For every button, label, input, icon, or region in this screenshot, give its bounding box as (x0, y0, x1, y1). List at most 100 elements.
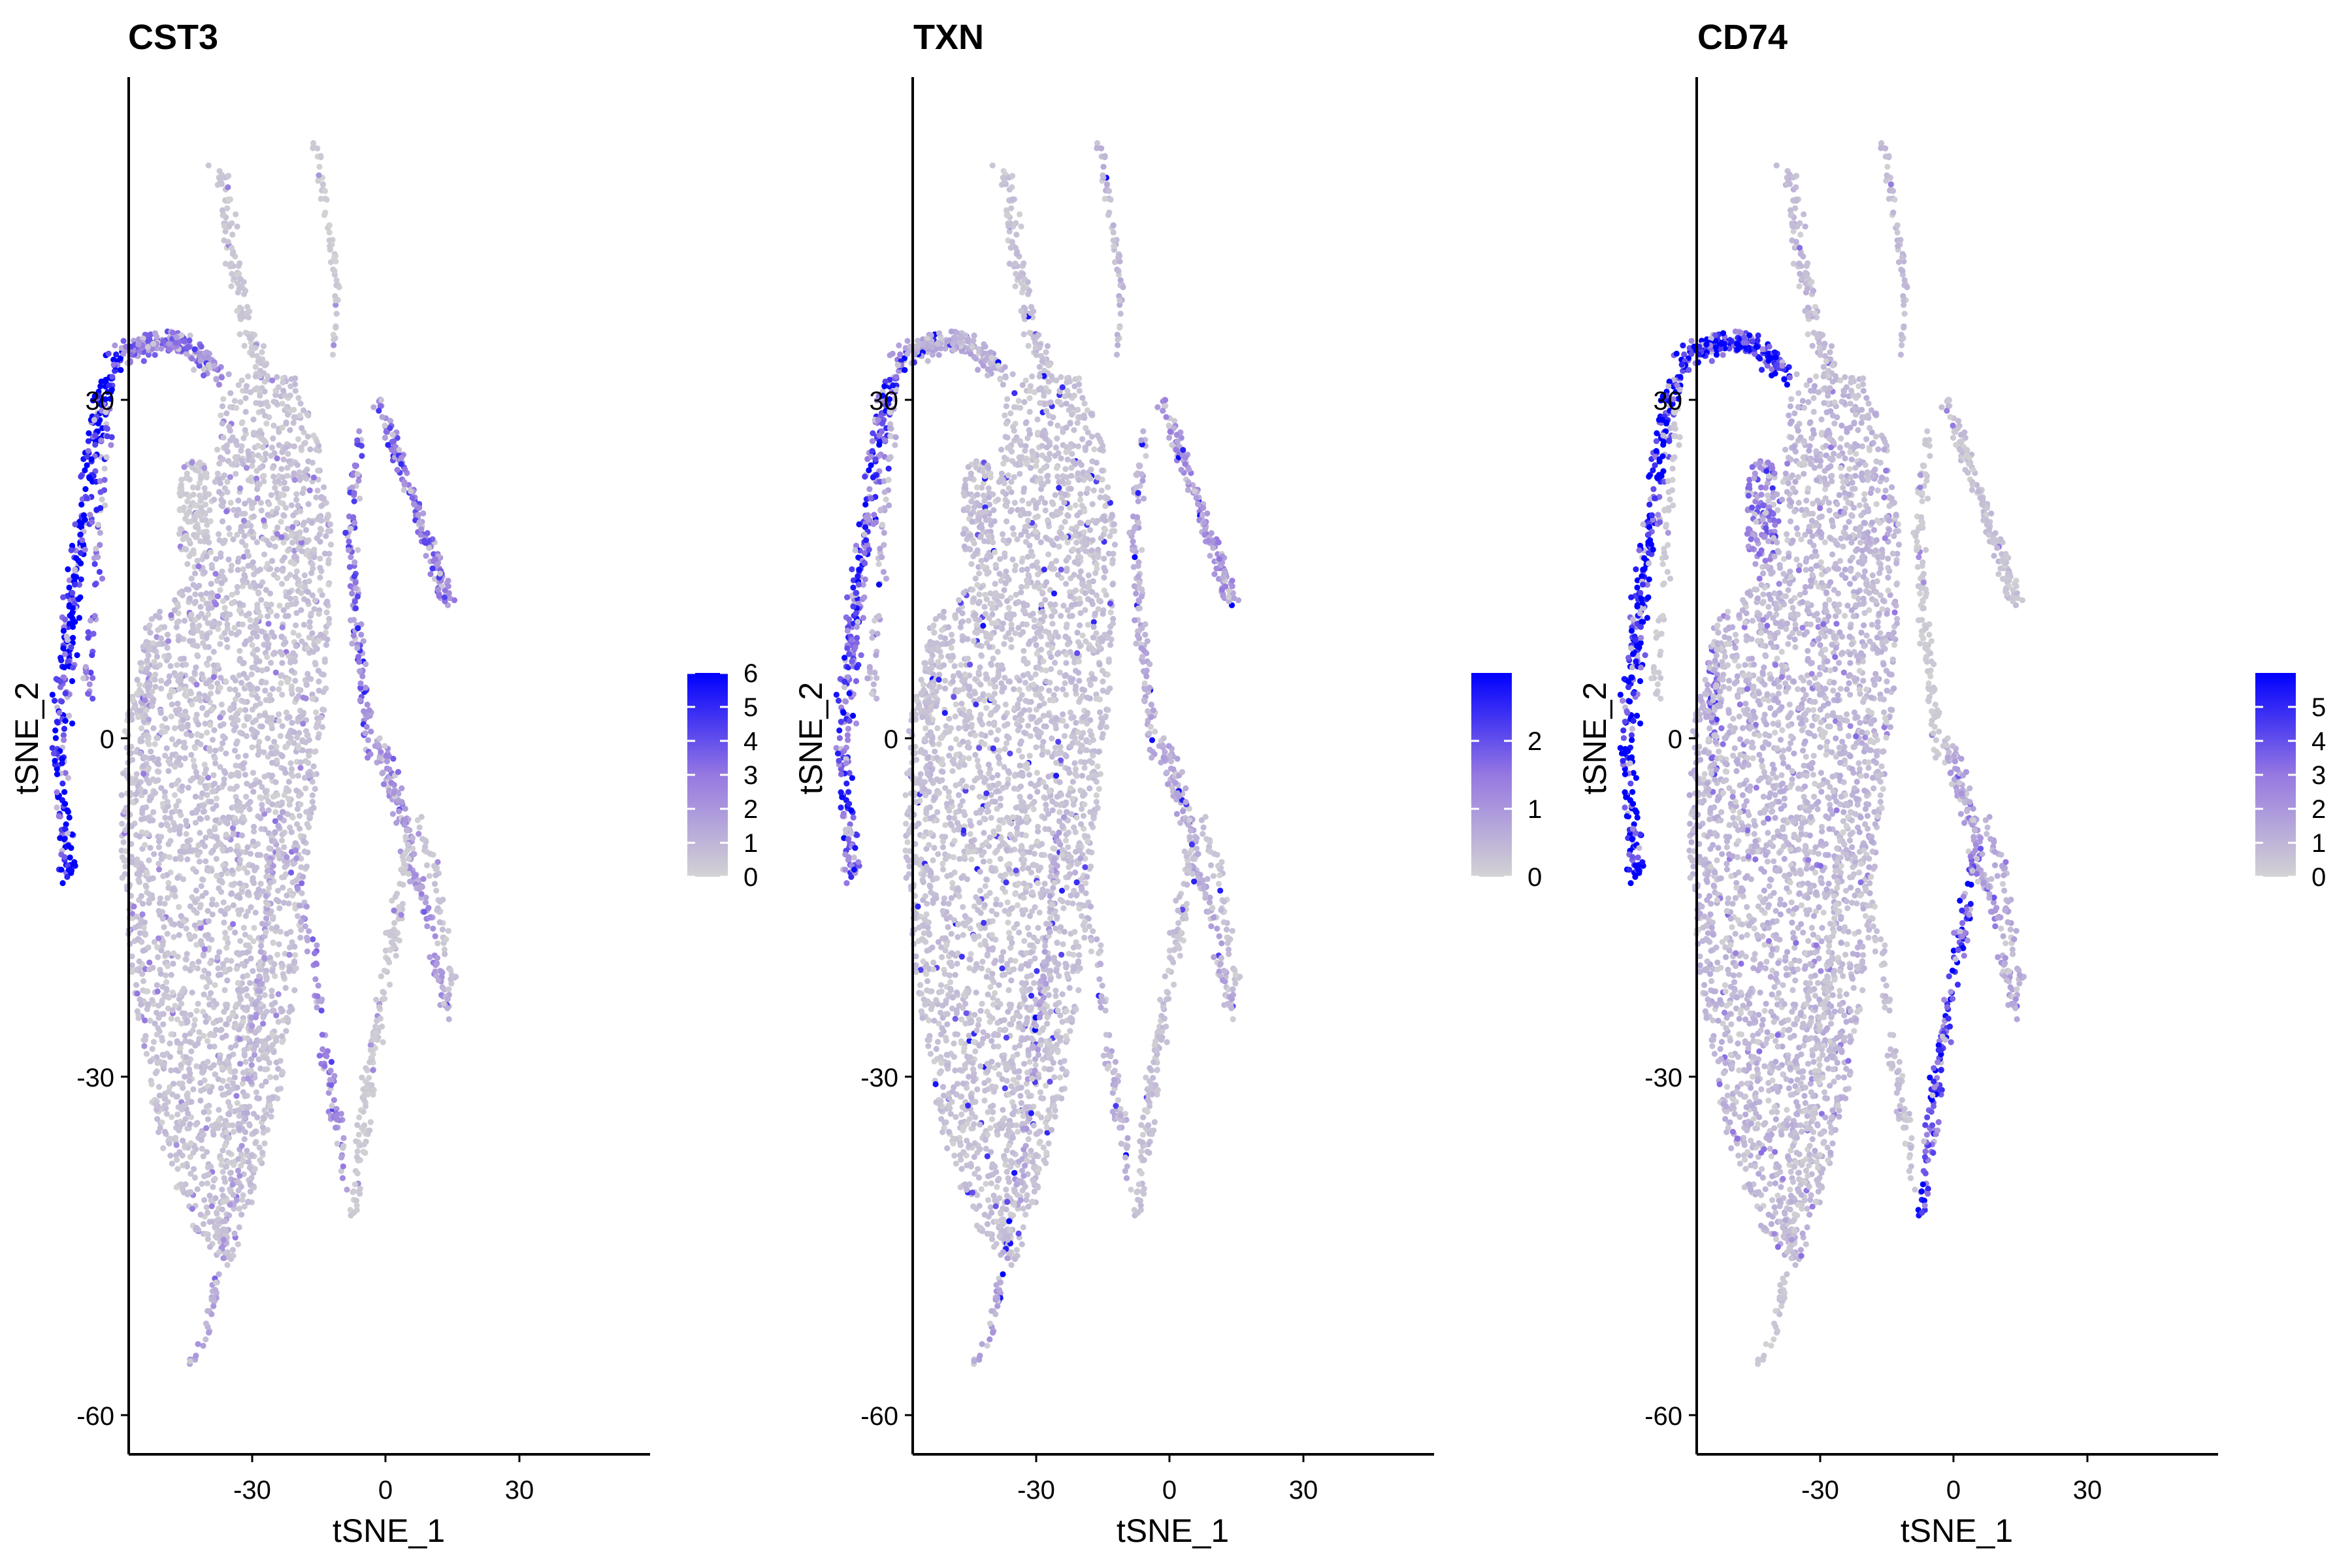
data-point (193, 1224, 200, 1231)
data-point (120, 351, 127, 357)
data-point (311, 749, 318, 755)
data-point (200, 675, 206, 681)
data-point (262, 788, 269, 794)
data-point (416, 504, 423, 512)
data-point (168, 1015, 174, 1022)
data-point (229, 1122, 236, 1128)
data-point (836, 735, 843, 742)
data-point (319, 181, 326, 188)
data-point (256, 779, 263, 785)
data-point (148, 616, 155, 623)
data-point (140, 924, 147, 931)
data-point (195, 806, 201, 813)
data-point (167, 662, 174, 670)
data-point (210, 772, 217, 779)
data-point (229, 270, 235, 277)
data-point (188, 1171, 194, 1177)
data-point (238, 808, 244, 814)
data-point (182, 1073, 188, 1080)
data-point (398, 461, 404, 467)
data-point (198, 883, 204, 889)
data-point (206, 539, 212, 546)
data-point (291, 658, 298, 665)
data-point (175, 1104, 182, 1111)
data-point (238, 907, 244, 913)
data-point (69, 831, 75, 838)
data-point (203, 785, 210, 792)
data-point (295, 913, 301, 919)
data-point (268, 721, 274, 728)
data-point (290, 650, 297, 657)
data-point (178, 1021, 185, 1027)
data-point (183, 925, 189, 932)
data-point (445, 583, 451, 590)
data-point (185, 519, 191, 525)
data-point (171, 792, 178, 798)
data-point (150, 340, 157, 347)
data-point (200, 1008, 206, 1015)
data-point (382, 743, 388, 749)
data-point (384, 956, 391, 962)
data-point (180, 655, 188, 662)
data-point (214, 446, 221, 453)
data-point (357, 697, 363, 704)
data-point (261, 712, 268, 719)
data-point (161, 1128, 168, 1135)
data-point (295, 772, 302, 779)
data-point (176, 904, 182, 910)
data-point (239, 419, 246, 425)
data-point (187, 848, 193, 855)
data-point (255, 358, 261, 365)
y-tick-label: -30 (76, 1064, 114, 1092)
data-point (356, 428, 363, 434)
data-point (247, 389, 254, 396)
data-point (204, 975, 211, 982)
data-point (72, 566, 78, 573)
data-point (402, 466, 408, 473)
data-point (297, 508, 304, 515)
data-point (259, 921, 266, 927)
data-point (135, 341, 142, 348)
data-point (334, 1140, 340, 1147)
data-point (134, 690, 140, 696)
data-point (298, 590, 304, 596)
data-point (195, 1040, 201, 1047)
data-point (220, 434, 227, 441)
data-point (299, 548, 305, 555)
data-point (219, 1206, 225, 1213)
data-point (154, 768, 161, 775)
data-point (225, 1149, 232, 1156)
data-point (242, 500, 248, 507)
data-point (208, 1164, 214, 1170)
data-point (194, 557, 201, 564)
data-point (297, 529, 303, 536)
data-point (301, 848, 308, 855)
data-point (323, 1053, 330, 1060)
data-point (202, 615, 208, 621)
data-point (261, 992, 268, 998)
data-point (210, 1132, 217, 1138)
data-point (201, 991, 207, 998)
data-point (151, 939, 157, 945)
data-point (259, 981, 265, 987)
data-point (283, 593, 289, 600)
data-point (181, 338, 188, 345)
data-point (309, 778, 316, 785)
data-point (293, 497, 300, 503)
data-point (216, 1107, 222, 1113)
data-point (279, 1007, 286, 1015)
data-point (184, 838, 191, 845)
data-point (267, 1074, 274, 1081)
data-point (277, 499, 284, 506)
data-point (145, 944, 152, 951)
data-point (321, 550, 328, 557)
data-point (423, 553, 429, 559)
data-point (285, 451, 291, 457)
data-point (268, 1113, 274, 1120)
data-point (62, 717, 69, 724)
data-point (205, 918, 212, 924)
data-point (241, 1052, 248, 1059)
data-point (445, 578, 451, 584)
data-point (203, 349, 210, 355)
data-point (203, 1231, 210, 1237)
